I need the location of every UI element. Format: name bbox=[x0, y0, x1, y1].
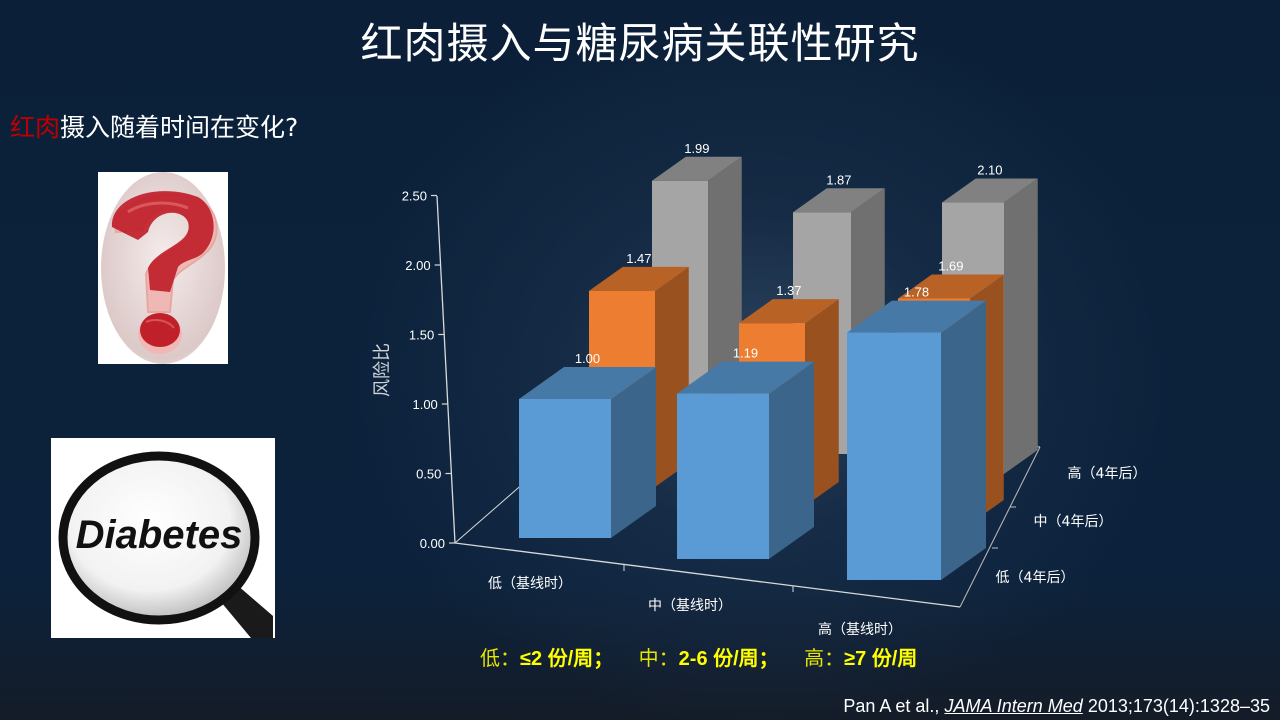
y-tick-label: 1.00 bbox=[412, 397, 437, 412]
bar-value-label: 2.10 bbox=[977, 163, 1002, 178]
slide-subtitle: 红肉摄入随着时间在变化? bbox=[10, 110, 298, 146]
bar-value-label: 1.69 bbox=[938, 258, 963, 273]
y-tick-label: 2.50 bbox=[402, 189, 427, 204]
meat-question-mark-icon bbox=[98, 172, 228, 364]
citation-details: 2013;173(14):1328–35 bbox=[1082, 696, 1270, 716]
bar-value-label: 1.37 bbox=[776, 283, 801, 298]
y-axis-title: 风险比 bbox=[372, 343, 393, 397]
diabetes-magnifier-image: Diabetes bbox=[51, 438, 275, 638]
legend-high-value: ≥7 份/周 bbox=[844, 648, 918, 670]
legend-high-label: 高： bbox=[804, 646, 845, 670]
depth-category-label: 高（4年后） bbox=[1068, 465, 1147, 482]
citation-journal[interactable]: JAMA Intern Med bbox=[944, 696, 1083, 716]
legend-mid-label: 中： bbox=[638, 646, 679, 670]
y-tick-label: 1.50 bbox=[409, 328, 434, 343]
bar-value-label: 1.99 bbox=[684, 141, 709, 156]
citation-authors: Pan A et al., bbox=[843, 696, 945, 716]
bar-value-label: 1.19 bbox=[733, 346, 758, 361]
diabetes-text: Diabetes bbox=[76, 513, 243, 557]
depth-category-label: 中（4年后） bbox=[1034, 514, 1113, 530]
y-tick-label: 0.00 bbox=[420, 536, 445, 551]
x-category-label: 中（基线时） bbox=[648, 597, 732, 614]
y-tick-label: 2.00 bbox=[405, 258, 430, 273]
legend-low-label: 低： bbox=[480, 646, 520, 670]
bar-value-label: 1.00 bbox=[575, 351, 600, 366]
legend-low-value: ≤2 份/周； bbox=[520, 648, 614, 670]
magnifying-glass-icon: Diabetes bbox=[51, 438, 275, 638]
bar-value-label: 1.47 bbox=[626, 251, 651, 266]
bar-0-0 bbox=[519, 367, 656, 538]
chart-axes bbox=[431, 194, 1041, 608]
x-category-label: 高（基线时） bbox=[818, 621, 902, 638]
bar-value-label: 1.78 bbox=[904, 285, 929, 300]
intake-level-legend: 低：≤2 份/周； 中：2-6 份/周； 高：≥7 份/周 bbox=[480, 643, 917, 674]
slide-title: 红肉摄入与糖尿病关联性研究 bbox=[360, 19, 920, 68]
bar-0-2 bbox=[847, 300, 986, 580]
bar-value-label: 1.87 bbox=[826, 172, 851, 187]
y-tick-label: 0.50 bbox=[416, 467, 441, 482]
meat-question-mark-image bbox=[98, 172, 228, 364]
x-category-label: 低（基线时） bbox=[488, 575, 572, 592]
citation: Pan A et al., JAMA Intern Med 2013;173(1… bbox=[843, 694, 1270, 718]
bar-0-1 bbox=[677, 361, 814, 559]
legend-mid-value: 2-6 份/周； bbox=[678, 648, 779, 670]
depth-category-label: 低（4年后） bbox=[996, 570, 1075, 586]
subtitle-text: 摄入随着时间在变化? bbox=[60, 113, 299, 142]
subtitle-highlight: 红肉 bbox=[10, 113, 61, 142]
chart-bars bbox=[519, 156, 1038, 580]
